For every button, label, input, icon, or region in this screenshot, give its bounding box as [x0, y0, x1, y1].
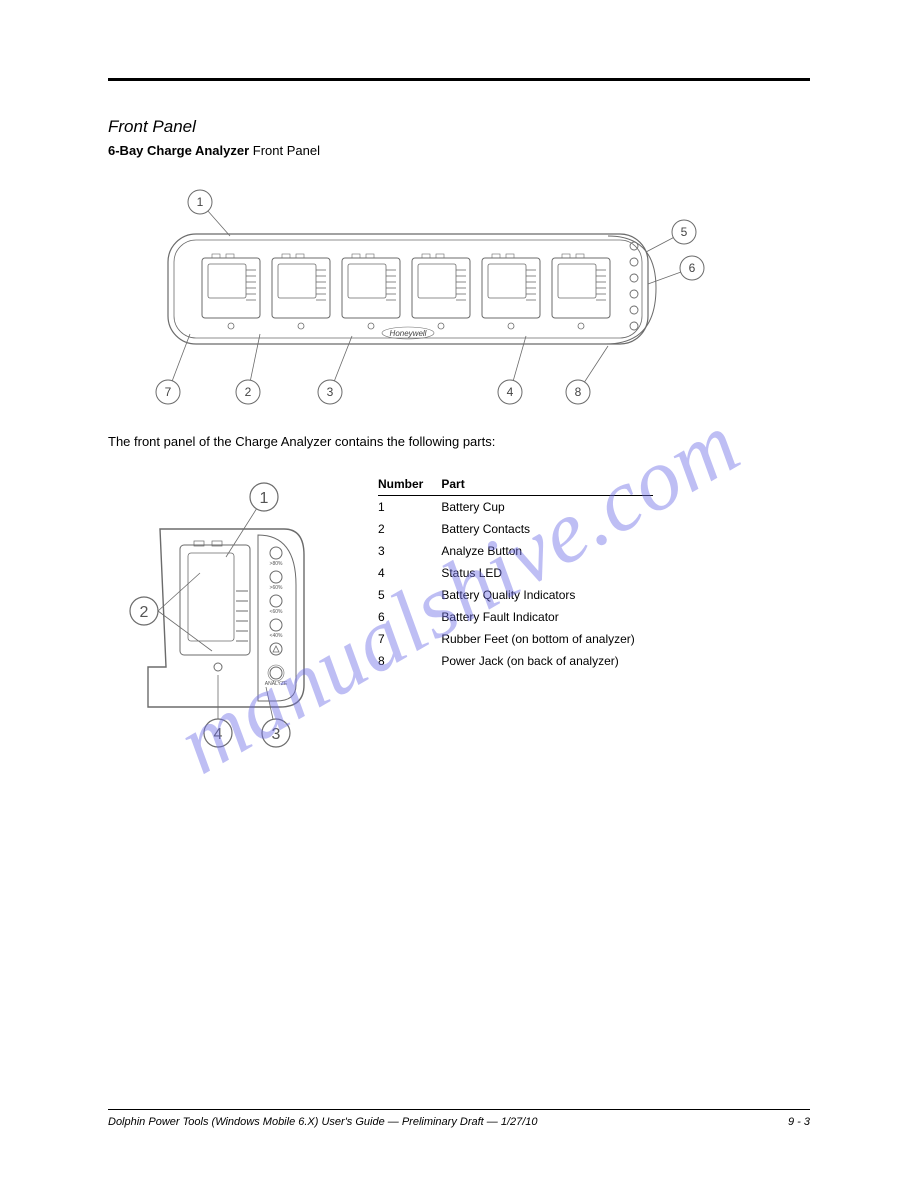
table-row: 4Status LED — [378, 562, 653, 584]
table-row: 2Battery Contacts — [378, 518, 653, 540]
parts-intro: The front panel of the Charge Analyzer c… — [108, 434, 810, 449]
svg-text:3: 3 — [327, 385, 334, 399]
svg-text:3: 3 — [272, 726, 281, 743]
table-row: 7Rubber Feet (on bottom of analyzer) — [378, 628, 653, 650]
closeup-svg: >80% >60% <60% <40% ANALYZE 1 2 3 4 — [108, 465, 348, 765]
top-diagram: Honeywell 1 5 6 7 2 3 4 8 — [108, 176, 810, 406]
svg-text:>80%: >80% — [270, 561, 283, 567]
table-row: 1Battery Cup — [378, 496, 653, 519]
table-row: 3Analyze Button — [378, 540, 653, 562]
table-row: 6Battery Fault Indicator — [378, 606, 653, 628]
header-rule — [108, 78, 810, 81]
col-part: Part — [441, 473, 652, 496]
cell-part: Battery Cup — [441, 496, 652, 519]
lower-block: >80%>60%<60%<40%ANALYZE1234 Number Part … — [108, 465, 810, 770]
svg-text:>60%: >60% — [270, 585, 283, 591]
cell-number: 6 — [378, 606, 441, 628]
cell-part: Rubber Feet (on bottom of analyzer) — [441, 628, 652, 650]
cell-number: 4 — [378, 562, 441, 584]
page-footer: Dolphin Power Tools (Windows Mobile 6.X)… — [108, 1109, 810, 1128]
footer-right: 9 - 3 — [788, 1116, 810, 1128]
svg-text:6: 6 — [689, 261, 696, 275]
svg-text:1: 1 — [260, 490, 269, 507]
cell-part: Battery Contacts — [441, 518, 652, 540]
section-title: Front Panel — [108, 117, 810, 137]
subtitle-bold: 6-Bay Charge Analyzer — [108, 143, 249, 158]
cell-part: Battery Fault Indicator — [441, 606, 652, 628]
svg-text:4: 4 — [507, 385, 514, 399]
col-number: Number — [378, 473, 441, 496]
cell-part: Analyze Button — [441, 540, 652, 562]
svg-text:2: 2 — [245, 385, 252, 399]
svg-text:8: 8 — [575, 385, 582, 399]
cell-part: Status LED — [441, 562, 652, 584]
cell-number: 5 — [378, 584, 441, 606]
svg-text:<60%: <60% — [270, 609, 283, 615]
svg-text:1: 1 — [197, 195, 204, 209]
svg-text:7: 7 — [165, 385, 172, 399]
svg-text:Honeywell: Honeywell — [390, 329, 427, 338]
svg-text:5: 5 — [681, 225, 688, 239]
cell-number: 8 — [378, 650, 441, 672]
svg-text:ANALYZE: ANALYZE — [265, 681, 288, 687]
top-diagram-svg: Honeywell 1 5 6 7 2 3 4 8 — [108, 176, 728, 406]
closeup-diagram: >80% >60% <60% <40% ANALYZE 1 2 3 4 — [108, 465, 348, 770]
svg-text:2: 2 — [140, 604, 149, 621]
parts-table: Number Part 1Battery Cup2Battery Contact… — [378, 473, 653, 672]
svg-text:4: 4 — [214, 726, 223, 743]
cell-part: Battery Quality Indicators — [441, 584, 652, 606]
cell-part: Power Jack (on back of analyzer) — [441, 650, 652, 672]
cell-number: 1 — [378, 496, 441, 519]
table-header-row: Number Part — [378, 473, 653, 496]
cell-number: 3 — [378, 540, 441, 562]
page-root: Front Panel 6-Bay Charge Analyzer Front … — [0, 0, 918, 1188]
svg-text:<40%: <40% — [270, 633, 283, 639]
cell-number: 2 — [378, 518, 441, 540]
table-row: 5Battery Quality Indicators — [378, 584, 653, 606]
footer-left: Dolphin Power Tools (Windows Mobile 6.X)… — [108, 1116, 538, 1128]
cell-number: 7 — [378, 628, 441, 650]
table-row: 8Power Jack (on back of analyzer) — [378, 650, 653, 672]
subtitle-rest: Front Panel — [249, 143, 320, 158]
section-subtitle: 6-Bay Charge Analyzer Front Panel — [108, 143, 810, 158]
